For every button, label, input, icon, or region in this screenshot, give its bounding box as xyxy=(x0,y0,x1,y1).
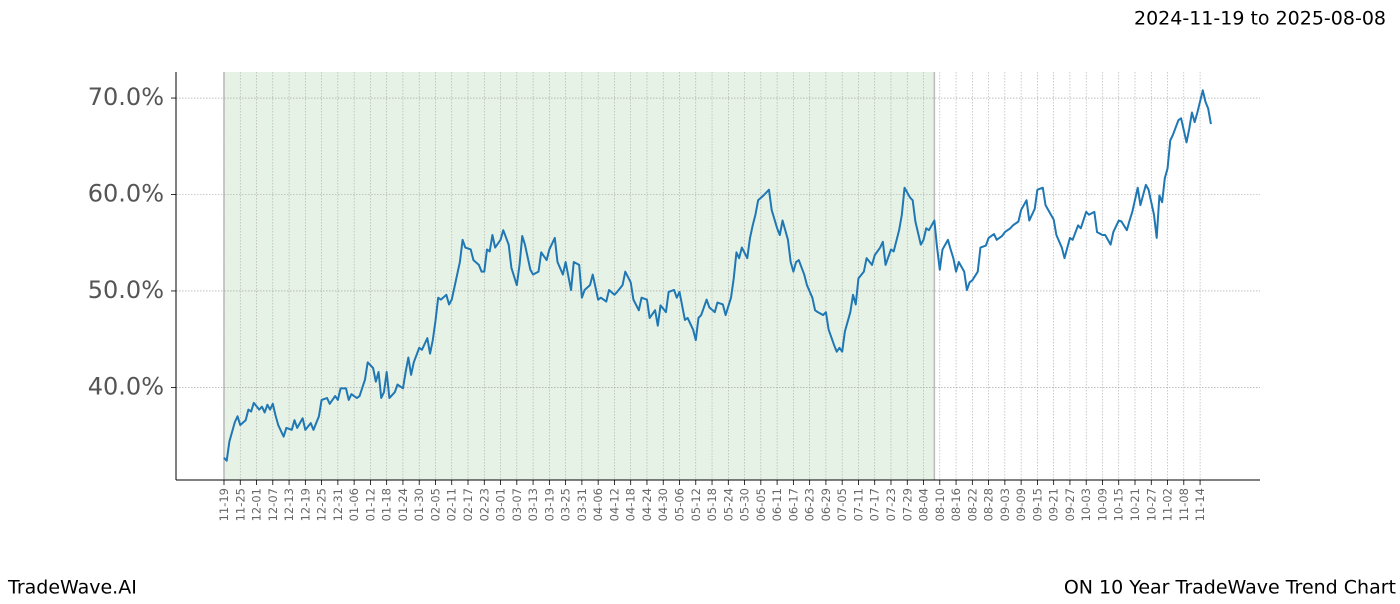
x-tick-label: 10-21 xyxy=(1128,488,1142,521)
x-tick-label: 08-04 xyxy=(917,488,931,521)
x-tick-label: 05-18 xyxy=(705,488,719,521)
x-tick-label: 10-27 xyxy=(1144,488,1158,521)
x-tick-label: 05-30 xyxy=(738,488,752,521)
x-tick-label: 11-19 xyxy=(217,488,231,521)
x-tick-label: 12-31 xyxy=(331,488,345,521)
x-tick-label: 09-15 xyxy=(1030,488,1044,521)
x-tick-label: 06-05 xyxy=(754,488,768,521)
x-tick-label: 04-24 xyxy=(640,488,654,521)
x-tick-label: 02-23 xyxy=(477,488,491,521)
y-tick-label: 50.0% xyxy=(88,276,164,304)
x-tick-label: 11-08 xyxy=(1177,488,1191,521)
x-tick-label: 09-21 xyxy=(1047,488,1061,521)
x-tick-label: 11-25 xyxy=(233,488,247,521)
x-tick-label: 03-25 xyxy=(559,488,573,521)
x-tick-label: 10-15 xyxy=(1112,488,1126,521)
chart-caption: ON 10 Year TradeWave Trend Chart xyxy=(1064,577,1396,599)
trend-line xyxy=(223,89,1212,462)
x-tick-label: 11-02 xyxy=(1161,488,1175,521)
x-tick-label: 12-13 xyxy=(282,488,296,521)
brand: TradeWave.AI xyxy=(7,577,137,599)
x-tick-label: 02-11 xyxy=(445,488,459,521)
x-tick-label: 02-17 xyxy=(461,488,475,521)
x-tick-label: 05-12 xyxy=(689,488,703,521)
x-tick-label: 01-18 xyxy=(380,488,394,521)
x-tick-label: 09-03 xyxy=(998,488,1012,521)
x-tick-label: 08-22 xyxy=(965,488,979,521)
x-tick-label: 06-11 xyxy=(770,488,784,521)
x-tick-label: 11-14 xyxy=(1193,488,1207,521)
x-tick-label: 07-23 xyxy=(884,488,898,521)
x-tick-label: 04-12 xyxy=(607,488,621,521)
x-tick-label: 07-29 xyxy=(900,488,914,521)
x-tick-label: 03-01 xyxy=(494,488,508,521)
x-tick-label: 10-09 xyxy=(1095,488,1109,521)
x-tick-label: 05-06 xyxy=(672,488,686,521)
x-tick-label: 09-27 xyxy=(1063,488,1077,521)
x-tick-label: 06-29 xyxy=(819,488,833,521)
x-tick-label: 06-23 xyxy=(803,488,817,521)
x-tick-label: 08-16 xyxy=(949,488,963,521)
x-tick-label: 01-24 xyxy=(396,488,410,521)
x-tick-label: 12-25 xyxy=(315,488,329,521)
x-tick-label: 08-28 xyxy=(982,488,996,521)
x-tick-label: 05-24 xyxy=(721,488,735,521)
x-tick-label: 07-11 xyxy=(851,488,865,521)
x-tick-label: 09-09 xyxy=(1014,488,1028,521)
x-tick-label: 01-12 xyxy=(363,488,377,521)
x-tick-label: 07-05 xyxy=(835,488,849,521)
x-tick-label: 12-01 xyxy=(250,488,264,521)
x-tick-label: 12-07 xyxy=(266,488,280,521)
x-tick-label: 04-18 xyxy=(624,488,638,521)
x-tick-label: 12-19 xyxy=(298,488,312,521)
x-tick-label: 01-06 xyxy=(347,488,361,521)
x-tick-label: 08-10 xyxy=(933,488,947,521)
x-tick-label: 10-03 xyxy=(1079,488,1093,521)
x-tick-label: 02-05 xyxy=(428,488,442,521)
x-tick-label: 03-19 xyxy=(542,488,556,521)
x-tick-label: 07-17 xyxy=(868,488,882,521)
x-tick-label: 03-31 xyxy=(575,488,589,521)
x-tick-label: 04-06 xyxy=(591,488,605,521)
date-range: 2024-11-19 to 2025-08-08 xyxy=(1134,8,1386,30)
y-tick-label: 40.0% xyxy=(88,372,164,400)
y-tick-label: 70.0% xyxy=(88,83,164,111)
x-tick-label: 03-13 xyxy=(526,488,540,521)
x-tick-label: 03-07 xyxy=(510,488,524,521)
x-tick-label: 01-30 xyxy=(412,488,426,521)
x-tick-label: 04-30 xyxy=(656,488,670,521)
x-tick-label: 06-17 xyxy=(786,488,800,521)
y-tick-label: 60.0% xyxy=(88,179,164,207)
